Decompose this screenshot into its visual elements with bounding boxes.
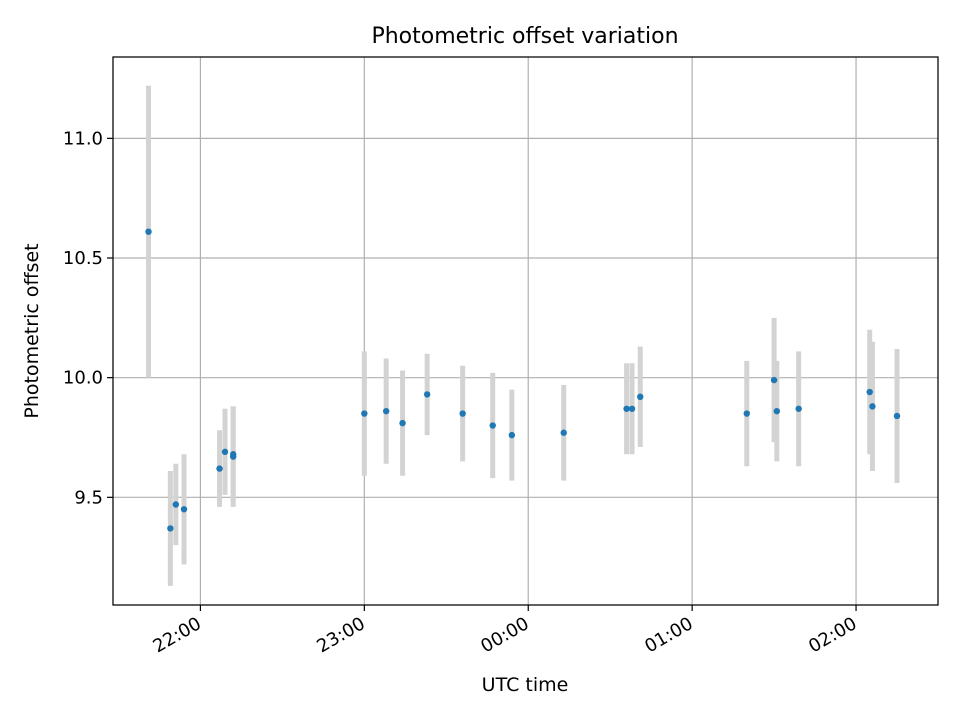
y-axis-ticks: 9.5 10.0 10.5 11.0 (63, 128, 113, 508)
data-point (743, 410, 750, 417)
data-point (180, 506, 188, 513)
y-tick-label: 11.0 (63, 128, 103, 149)
data-point (869, 403, 876, 410)
data-point (399, 419, 406, 427)
chart-title: Photometric offset variation (371, 24, 678, 49)
data-point (773, 407, 781, 415)
y-tick-label: 9.5 (74, 487, 103, 508)
data-point (382, 407, 390, 415)
data-point (216, 465, 223, 472)
data-point (229, 451, 237, 458)
data-point (423, 391, 431, 398)
data-points (145, 228, 901, 532)
data-point (167, 525, 174, 532)
y-tick-label: 10.5 (63, 248, 103, 269)
data-point (623, 405, 630, 412)
data-point (508, 431, 516, 439)
x-axis-label: UTC time (482, 674, 569, 696)
data-point (221, 448, 229, 456)
y-axis-label: Photometric offset (21, 243, 43, 418)
data-point (893, 412, 901, 420)
data-point (172, 501, 180, 508)
data-point (489, 422, 496, 429)
data-point (560, 429, 567, 436)
data-point (459, 410, 466, 417)
data-point (795, 405, 802, 412)
data-point (866, 388, 873, 396)
grid (113, 57, 938, 605)
data-point (145, 228, 152, 235)
data-point (361, 410, 368, 417)
y-tick-label: 10.0 (63, 368, 103, 389)
data-point (628, 405, 636, 412)
data-point (770, 376, 778, 384)
data-point (637, 393, 644, 401)
plot-frame (112, 56, 939, 606)
